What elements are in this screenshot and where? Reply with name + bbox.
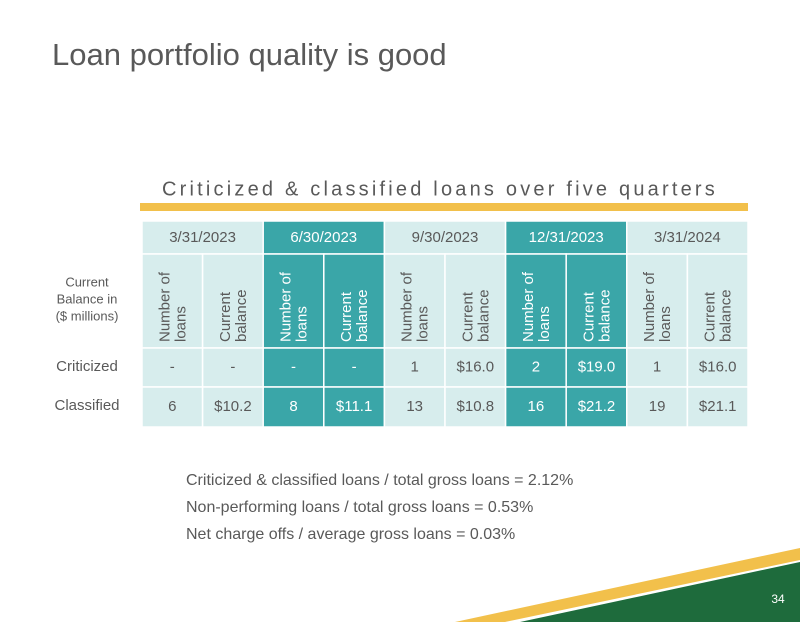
note: Non-performing loans / total gross loans… bbox=[186, 499, 533, 516]
data-cell bbox=[383, 386, 446, 428]
corner-stripe bbox=[455, 548, 800, 622]
subheader-label: Current bbox=[338, 291, 355, 342]
table-title: Criticized & classified loans over five … bbox=[162, 178, 718, 200]
subheader-label: Number of bbox=[399, 271, 416, 342]
period-label: 3/31/2023 bbox=[169, 229, 236, 246]
subheader-label: balance bbox=[596, 289, 613, 342]
subheader-label: Number of bbox=[277, 271, 294, 342]
period-cell bbox=[141, 220, 264, 255]
cell-value: - bbox=[230, 358, 235, 375]
data-cell bbox=[323, 347, 386, 388]
subheader-label: loans bbox=[657, 306, 674, 342]
data-cell bbox=[262, 347, 325, 388]
cell-value: - bbox=[352, 358, 357, 375]
cell-value: $16.0 bbox=[699, 358, 737, 375]
cell-value: $10.8 bbox=[457, 398, 495, 415]
subheader-cell bbox=[262, 253, 325, 349]
period-label: 3/31/2024 bbox=[654, 229, 721, 246]
subheader-label: loans bbox=[293, 306, 310, 342]
page-number: 34 bbox=[771, 592, 785, 606]
cell-value: 1 bbox=[653, 358, 661, 375]
corner-label: ($ millions) bbox=[56, 308, 119, 323]
data-cell bbox=[323, 386, 386, 428]
subheader-label: Current bbox=[702, 291, 719, 342]
cell-value: - bbox=[170, 358, 175, 375]
subheader-label: loans bbox=[415, 306, 432, 342]
subheader-cell bbox=[504, 253, 567, 349]
subheader-label: Number of bbox=[520, 271, 537, 342]
cell-value: 13 bbox=[406, 398, 423, 415]
subheader-label: Current bbox=[580, 291, 597, 342]
subheader-label: balance bbox=[718, 289, 735, 342]
cell-value: $10.2 bbox=[214, 398, 252, 415]
cell-value: - bbox=[291, 358, 296, 375]
subheader-label: Number of bbox=[641, 271, 658, 342]
subheader-label: balance bbox=[233, 289, 250, 342]
cell-value: $21.2 bbox=[578, 398, 616, 415]
cell-value: $21.1 bbox=[699, 398, 737, 415]
subheader-label: Current bbox=[217, 291, 234, 342]
note: Net charge offs / average gross loans = … bbox=[186, 526, 515, 543]
subheader-label: loans bbox=[536, 306, 553, 342]
note: Criticized & classified loans / total gr… bbox=[186, 472, 573, 489]
data-cell bbox=[565, 347, 628, 388]
subheader-cell bbox=[626, 253, 689, 349]
period-label: 6/30/2023 bbox=[290, 229, 357, 246]
data-cell bbox=[686, 386, 749, 428]
subheader-label: balance bbox=[354, 289, 371, 342]
subheader-label: loans bbox=[172, 306, 189, 342]
data-cell bbox=[383, 347, 446, 388]
subheader-label: balance bbox=[475, 289, 492, 342]
period-cell bbox=[262, 220, 386, 255]
cell-value: 1 bbox=[411, 358, 419, 375]
cell-value: 16 bbox=[528, 398, 545, 415]
cell-value: 19 bbox=[649, 398, 666, 415]
corner-band bbox=[520, 562, 800, 622]
cell-value: 2 bbox=[532, 358, 540, 375]
data-cell bbox=[504, 386, 567, 428]
row-label: Classified bbox=[54, 397, 119, 414]
notes: Criticized & classified loans / total gr… bbox=[186, 472, 573, 543]
cell-value: $16.0 bbox=[457, 358, 495, 375]
corner-label: Current bbox=[65, 274, 109, 289]
period-cell bbox=[626, 220, 749, 255]
data-cell bbox=[565, 386, 628, 428]
subheader-label: Number of bbox=[156, 271, 173, 342]
subheader-label: Current bbox=[459, 291, 476, 342]
subheader-cell bbox=[686, 253, 749, 349]
cell-value: $11.1 bbox=[336, 398, 372, 415]
subheader-cell bbox=[201, 253, 264, 349]
cell-value: 6 bbox=[168, 398, 176, 415]
slide-title: Loan portfolio quality is good bbox=[52, 37, 447, 72]
subheader-cell bbox=[565, 253, 628, 349]
corner-label: Balance in bbox=[57, 291, 118, 306]
data-cell bbox=[626, 347, 689, 388]
row-label: Criticized bbox=[56, 358, 118, 375]
cell-value: 8 bbox=[289, 398, 297, 415]
cell-value: $19.0 bbox=[578, 358, 616, 375]
subheader-cell bbox=[323, 253, 386, 349]
period-label: 9/30/2023 bbox=[412, 229, 479, 246]
period-label: 12/31/2023 bbox=[529, 229, 604, 246]
title-underline bbox=[140, 203, 748, 211]
